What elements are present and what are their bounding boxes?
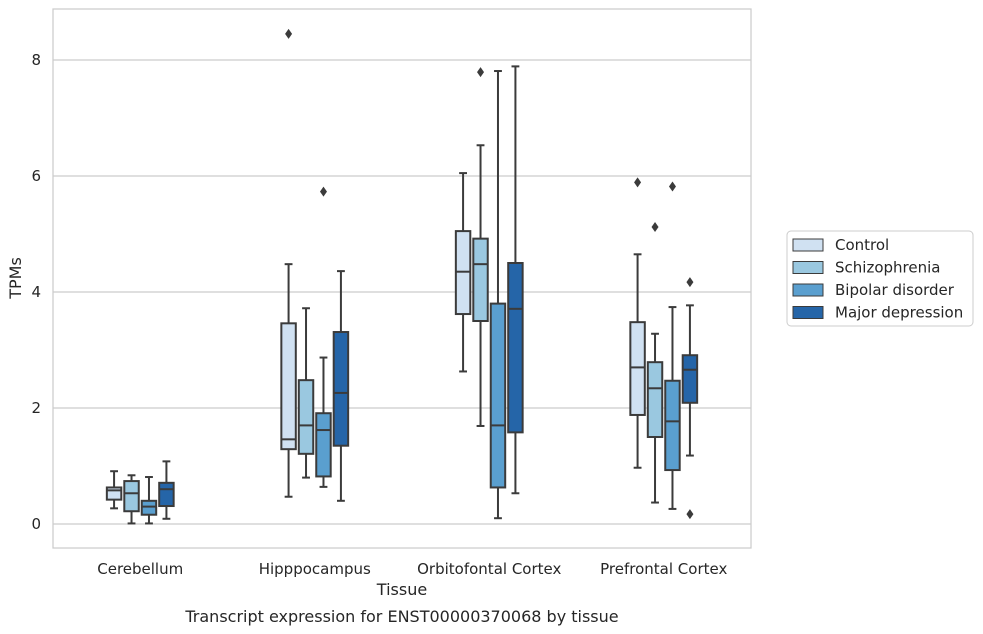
legend-label: Schizophrenia [835, 259, 940, 277]
box-0-2 [140, 476, 158, 525]
box-body [489, 302, 507, 489]
outlier-point [634, 177, 642, 188]
x-tick-label: Cerebellum [97, 560, 183, 578]
outlier-point [668, 181, 676, 192]
legend-frame [786, 230, 974, 327]
y-tick-label: 6 [31, 167, 41, 185]
y-tick-label: 8 [31, 51, 41, 69]
x-axis-ticks: Cerebellum Hipppocampus Orbitofontal Corte… [97, 560, 727, 578]
box-body [629, 321, 646, 416]
box-body [507, 262, 524, 434]
box-3-3 [681, 277, 699, 520]
y-tick-label: 0 [31, 515, 41, 533]
box-1-1 [297, 307, 315, 479]
legend-swatch [792, 238, 824, 252]
box-body [315, 412, 332, 478]
outlier-point [686, 277, 694, 288]
y-axis-ticks: 0 2 4 6 8 [31, 51, 41, 533]
box-3-1 [646, 222, 664, 504]
box-body [664, 379, 681, 472]
legend-label: Major depression [835, 304, 963, 322]
outlier-point [285, 28, 293, 39]
x-tick-label: Prefrontal Cortex [600, 560, 727, 578]
plot-frame [52, 8, 752, 549]
box-2-2 [489, 70, 507, 520]
legend-swatch [792, 306, 824, 319]
box-0-0 [105, 470, 123, 510]
legend-label: Control [835, 236, 889, 254]
outlier-point [686, 509, 694, 520]
x-tick-label: Hipppocampus [259, 560, 371, 578]
x-axis-label: Tissue [376, 580, 427, 599]
box-body [105, 486, 123, 501]
box-1-2 [315, 186, 332, 488]
box-body [332, 331, 350, 447]
box-body [646, 361, 664, 438]
outlier-point [651, 222, 659, 233]
box-2-0 [454, 172, 472, 373]
box-0-1 [123, 474, 140, 525]
y-axis-label: TPMs [6, 257, 25, 300]
box-1-3 [332, 270, 350, 502]
boxes-layer [105, 28, 699, 525]
box-body [280, 322, 297, 451]
y-tick-label: 2 [31, 399, 41, 417]
legend-label: Bipolar disorder [835, 281, 955, 299]
box-body [681, 354, 699, 404]
chart-caption: Transcript expression for ENST0000037006… [184, 607, 618, 626]
y-tick-label: 4 [31, 283, 41, 301]
outlier-point [319, 186, 327, 197]
box-body [472, 237, 489, 322]
box-3-2 [664, 181, 681, 510]
box-0-3 [158, 460, 175, 520]
legend: Control Schizophrenia Bipolar disorder Majo… [786, 230, 974, 327]
legend-swatch [792, 261, 824, 274]
outlier-point [477, 67, 485, 78]
x-tick-label: Orbitofontal Cortex [417, 560, 561, 578]
box-body [158, 481, 175, 508]
box-3-0 [629, 177, 646, 469]
box-2-3 [507, 65, 524, 495]
box-body [140, 499, 158, 516]
box-1-0 [280, 28, 297, 498]
box-2-1 [472, 67, 489, 427]
legend-swatch [792, 283, 824, 297]
box-body [297, 379, 315, 455]
gridlines [53, 59, 751, 525]
box-body [123, 480, 140, 513]
